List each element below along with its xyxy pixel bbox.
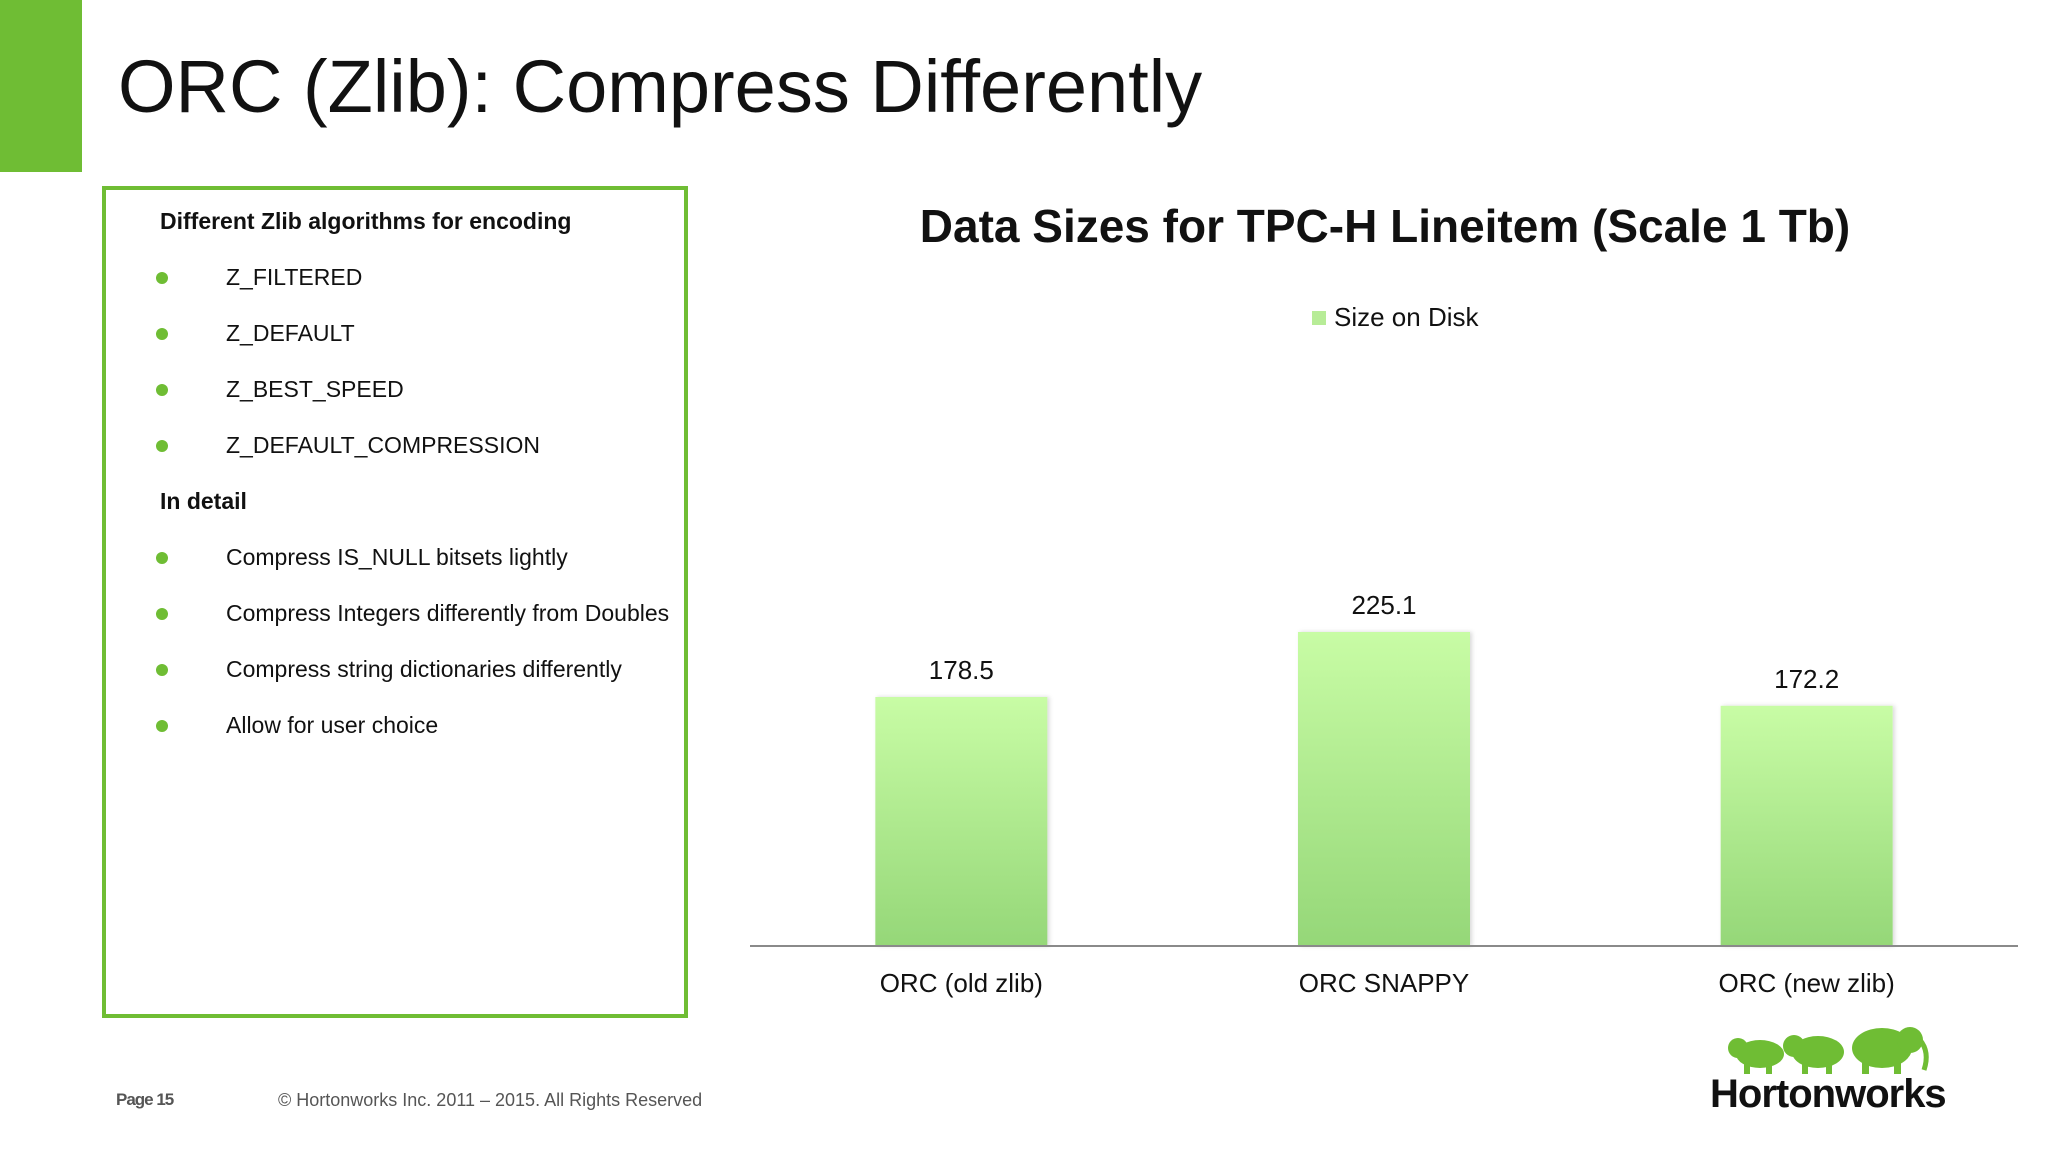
bar-0: [875, 697, 1048, 946]
list-item-label: Compress IS_NULL bitsets lightly: [226, 544, 568, 570]
bullet-icon: [156, 720, 168, 732]
list-item-label: Compress Integers differently from Doubl…: [226, 600, 670, 626]
bar-1: [1298, 632, 1470, 946]
x-tick-label-2: ORC (new zlib): [1719, 968, 1895, 998]
bar-2: [1720, 705, 1893, 946]
hortonworks-logo: Hortonworks: [1710, 1024, 1947, 1124]
copyright-text: © Hortonworks Inc. 2011 – 2015. All Righ…: [278, 1090, 703, 1110]
x-tick-label-1: ORC SNAPPY: [1299, 968, 1470, 998]
logo-wordmark: Hortonworks: [1710, 1072, 1947, 1116]
data-label-0: 178.5: [929, 655, 994, 685]
data-label-1: 225.1: [1351, 590, 1416, 620]
bar-chart: Data Sizes for TPC-H Lineitem (Scale 1 T…: [750, 200, 2018, 998]
legend-label: Size on Disk: [1334, 302, 1479, 332]
bullet-icon: [156, 272, 168, 284]
bullet-icon: [156, 608, 168, 620]
info-box: Different Zlib algorithms for encoding Z…: [102, 186, 688, 1018]
data-label-2: 172.2: [1774, 664, 1839, 694]
legend-swatch: [1312, 311, 1326, 325]
accent-block: [0, 0, 82, 172]
section-heading-algorithms: Different Zlib algorithms for encoding: [160, 208, 572, 234]
page-number: Page 15: [116, 1090, 174, 1109]
bars-group: [875, 632, 1893, 946]
list-item-label: Allow for user choice: [226, 712, 439, 738]
bullet-icon: [156, 384, 168, 396]
list-item-label: Z_BEST_SPEED: [226, 376, 404, 402]
list-item-label: Compress string dictionaries differently: [226, 656, 622, 682]
list-item-label: Z_FILTERED: [226, 264, 363, 290]
chart-title: Data Sizes for TPC-H Lineitem (Scale 1 T…: [920, 200, 1850, 252]
bullet-icon: [156, 664, 168, 676]
chart-legend: Size on Disk: [1312, 302, 1479, 333]
x-tick-label-0: ORC (old zlib): [880, 968, 1043, 998]
section-heading-detail: In detail: [160, 488, 247, 514]
bullet-icon: [156, 328, 168, 340]
slide-title: ORC (Zlib): Compress Differently: [118, 45, 1203, 128]
bullet-icon: [156, 440, 168, 452]
list-item-label: Z_DEFAULT_COMPRESSION: [226, 432, 540, 458]
bullet-icon: [156, 552, 168, 564]
list-item-label: Z_DEFAULT: [226, 320, 355, 346]
elephants-icon: [1728, 1027, 1929, 1074]
